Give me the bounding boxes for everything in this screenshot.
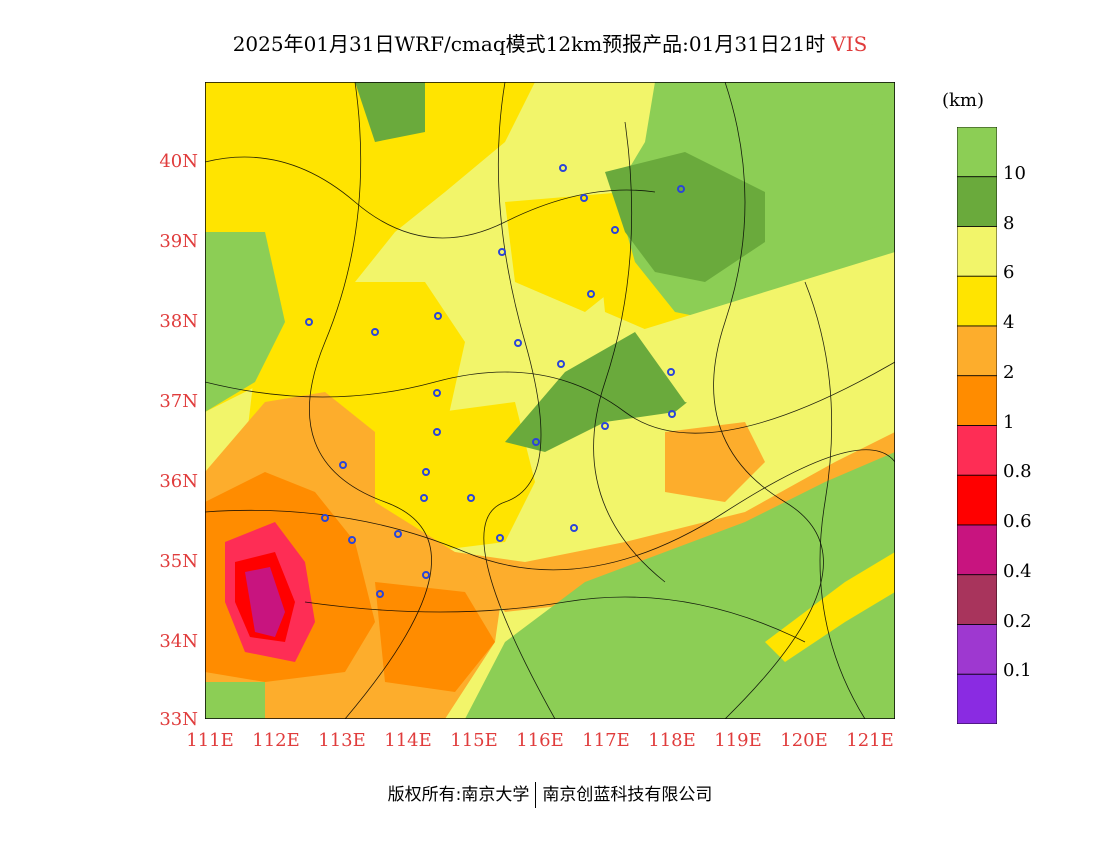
lon-label-118e: 118E xyxy=(648,730,696,751)
lon-label-115e: 115E xyxy=(450,730,498,751)
title-main: 2025年01月31日WRF/cmaq模式12km预报产品:01月31日21时 xyxy=(232,32,826,56)
legend-swatch xyxy=(957,375,997,426)
legend-label: 6 xyxy=(1003,262,1015,284)
lat-label-34n: 34N xyxy=(159,631,198,652)
visibility-map xyxy=(205,82,895,719)
lon-label-112e: 112E xyxy=(252,730,300,751)
lon-label-114e: 114E xyxy=(384,730,432,751)
legend-label: 1 xyxy=(1003,411,1015,433)
legend-swatch xyxy=(957,176,997,227)
legend-label: 4 xyxy=(1003,312,1015,333)
legend-swatch xyxy=(957,275,997,327)
color-legend xyxy=(957,127,997,724)
lon-label-121e: 121E xyxy=(846,730,894,751)
lon-label-120e: 120E xyxy=(780,730,828,751)
map-title: 2025年01月31日WRF/cmaq模式12km预报产品:01月31日21时 V… xyxy=(0,28,1100,57)
copyright-left: 版权所有:南京大学 xyxy=(387,785,530,805)
legend-label: 10 xyxy=(1003,162,1026,184)
legend-swatch xyxy=(957,325,997,377)
lon-label-117e: 117E xyxy=(582,730,630,751)
copyright: 版权所有:南京大学 南京创蓝科技有限公司 xyxy=(0,780,1100,808)
legend-swatch xyxy=(957,425,997,476)
legend-label: 0.2 xyxy=(1003,610,1032,632)
legend-label: 0.1 xyxy=(1003,660,1032,682)
legend-swatch xyxy=(957,474,997,526)
lat-label-36n: 36N xyxy=(159,471,198,492)
legend-swatch xyxy=(957,524,997,576)
copyright-divider xyxy=(535,782,537,808)
lon-label-116e: 116E xyxy=(516,730,564,751)
lat-label-38n: 38N xyxy=(159,311,198,332)
legend-label: 8 xyxy=(1003,212,1015,234)
copyright-right: 南京创蓝科技有限公司 xyxy=(542,785,713,805)
lat-label-35n: 35N xyxy=(159,551,198,572)
legend-swatch xyxy=(957,574,997,625)
legend-unit: (km) xyxy=(942,90,985,111)
lat-label-33n: 33N xyxy=(159,709,198,730)
legend-swatch xyxy=(957,127,997,178)
lon-label-111e: 111E xyxy=(186,730,234,751)
legend-label: 0.6 xyxy=(1003,511,1032,532)
lon-label-119e: 119E xyxy=(714,730,762,751)
lat-label-40n: 40N xyxy=(159,151,198,172)
legend-swatch xyxy=(957,624,997,675)
title-variable: VIS xyxy=(831,32,868,56)
legend-label: 0.4 xyxy=(1003,560,1032,582)
legend-label: 2 xyxy=(1003,361,1015,383)
legend-label: 0.8 xyxy=(1003,461,1032,483)
legend-swatch xyxy=(957,673,997,724)
lon-label-113e: 113E xyxy=(318,730,366,751)
lat-label-39n: 39N xyxy=(159,231,198,252)
legend-swatch xyxy=(957,226,997,277)
lat-label-37n: 37N xyxy=(159,391,198,412)
